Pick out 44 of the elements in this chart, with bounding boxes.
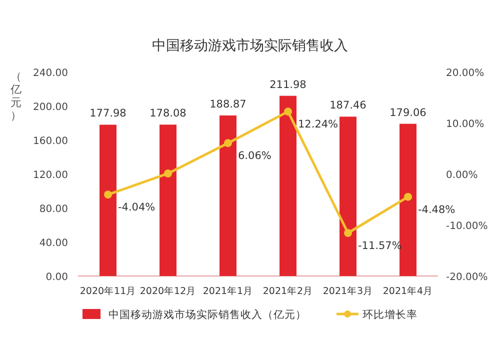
data-label: -4.04%: [118, 202, 156, 214]
y-tick-label: 0.00: [46, 272, 68, 283]
point: [104, 190, 112, 199]
data-label: 187.46: [330, 100, 367, 112]
y-tick-label: 160.00: [33, 136, 68, 147]
x-tick-label: 2020年11月: [80, 285, 136, 297]
y-tick-label: 40.00: [39, 238, 68, 249]
legend-label: 中国移动游戏市场实际销售收入（亿元）: [108, 308, 306, 321]
bar: [400, 124, 416, 276]
chart-title: 中国移动游戏市场实际销售收入: [152, 38, 348, 54]
point: [404, 192, 412, 201]
legend-label: 环比增长率: [362, 308, 418, 321]
point: [284, 108, 292, 116]
x-tick-label: 2021年2月: [262, 285, 314, 297]
data-label: 6.06%: [238, 150, 272, 162]
bar: [280, 96, 296, 276]
data-label: 188.87: [210, 98, 246, 110]
x-tick-label: 2021年1月: [202, 285, 254, 297]
bar: [100, 124, 116, 276]
data-label: 177.98: [90, 108, 126, 120]
y2-tick-label: 10.00%: [446, 119, 484, 130]
point: [164, 169, 172, 178]
y-axis-title: （亿元）: [10, 70, 22, 122]
y2-tick-label: 20.00%: [446, 68, 484, 79]
y-tick-label: 240.00: [33, 68, 68, 79]
point: [344, 229, 352, 238]
data-label: 179.06: [390, 106, 427, 119]
x-tick-label: 2021年4月: [382, 285, 434, 297]
bar: [160, 124, 176, 276]
data-label: 178.08: [150, 108, 186, 120]
data-label: -4.48%: [418, 204, 456, 216]
bar: [340, 116, 356, 276]
data-label: 211.98: [270, 78, 306, 91]
y-tick-label: 200.00: [33, 102, 68, 113]
y2-tick-label: -20.00%: [446, 272, 488, 283]
point: [224, 139, 232, 148]
x-tick-label: 2020年12月: [140, 285, 196, 297]
bar: [220, 115, 236, 276]
y2-tick-label: 0.00%: [446, 170, 478, 181]
x-tick-label: 2021年3月: [322, 285, 374, 297]
data-label: 12.24%: [298, 118, 338, 131]
y2-tick-label: -10.00%: [446, 221, 488, 232]
y-tick-label: 80.00: [39, 204, 68, 215]
y-tick-label: 120.00: [33, 170, 68, 181]
